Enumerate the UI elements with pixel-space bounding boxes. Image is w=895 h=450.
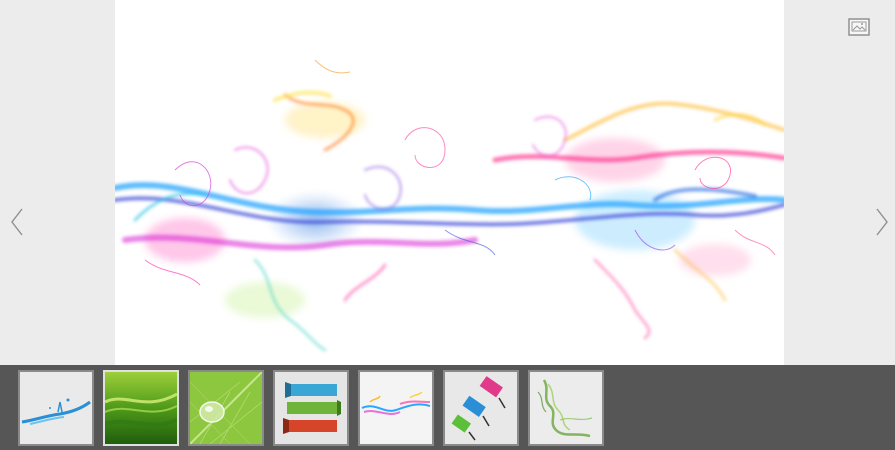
thumbnail-image: [360, 372, 432, 444]
thumbnail-green-leaf[interactable]: [188, 370, 264, 446]
image-stage: [6, 0, 893, 365]
thumbnail-strip: [0, 365, 895, 450]
thumbnail-image: [190, 372, 262, 444]
chevron-right-icon: [876, 208, 888, 236]
thumbnail-image: [20, 372, 92, 444]
thumbnail-image: [105, 372, 177, 444]
smoke-artwork: [115, 59, 784, 352]
thumbnail-green-wave[interactable]: [103, 370, 179, 446]
thumbnail-image: [275, 372, 347, 444]
main-image-rainbow-smoke[interactable]: [115, 0, 784, 365]
thumbnail-paper-tags[interactable]: [443, 370, 519, 446]
gallery-view-button[interactable]: [848, 17, 870, 37]
next-image-button[interactable]: [871, 205, 893, 239]
thumbnail-image: [530, 372, 602, 444]
thumbnail-blue-water-splash[interactable]: [18, 370, 94, 446]
thumbnail-green-smoke[interactable]: [528, 370, 604, 446]
image-gallery-icon: [848, 18, 870, 36]
prev-image-button[interactable]: [6, 205, 28, 239]
thumbnail-rainbow-smoke[interactable]: [358, 370, 434, 446]
chevron-left-icon: [11, 208, 23, 236]
thumbnail-ribbon-banners[interactable]: [273, 370, 349, 446]
thumbnail-image: [445, 372, 517, 444]
